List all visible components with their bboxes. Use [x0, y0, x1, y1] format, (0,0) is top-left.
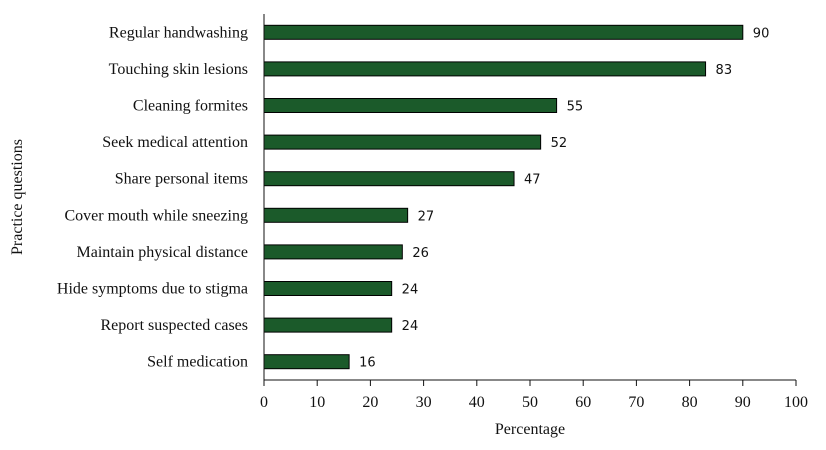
data-label: 83 — [716, 63, 733, 78]
bar — [263, 281, 393, 296]
data-label: 27 — [418, 209, 435, 224]
x-tick-label: 70 — [628, 394, 644, 411]
bar — [263, 207, 409, 223]
bar — [263, 61, 707, 77]
data-label: 24 — [402, 319, 419, 334]
x-axis-title: Percentage — [495, 421, 565, 438]
bar — [263, 354, 350, 370]
category-label: Cleaning formites — [133, 98, 248, 115]
x-tick-label: 60 — [575, 394, 591, 411]
data-label: 55 — [567, 100, 584, 115]
bar — [263, 317, 393, 333]
category-label: Regular handwashing — [109, 24, 248, 41]
bar — [263, 171, 515, 187]
x-tick-label: 0 — [260, 394, 268, 411]
category-label: Hide symptoms due to stigma — [57, 281, 248, 298]
y-axis-title: Practice questions — [9, 139, 26, 255]
bar — [263, 24, 744, 40]
category-label: Maintain physical distance — [76, 244, 248, 261]
x-tick-label: 50 — [522, 394, 538, 411]
data-label: 16 — [359, 356, 376, 371]
x-tick-label: 100 — [784, 394, 808, 411]
value-labels-group: 90 83 55 52 47 27 26 24 24 16 — [359, 26, 769, 370]
bars-group — [263, 24, 744, 370]
category-label: Seek medical attention — [102, 134, 248, 151]
x-tick-label: 10 — [309, 394, 325, 411]
data-label: 24 — [402, 283, 419, 298]
data-label: 26 — [412, 246, 429, 261]
category-label: Share personal items — [115, 171, 248, 188]
x-tick-label: 30 — [416, 394, 432, 411]
x-tick-label: 90 — [735, 394, 751, 411]
data-label: 47 — [524, 173, 541, 188]
bar — [263, 134, 542, 150]
x-ticks-group: 0 10 20 30 40 50 60 70 80 90 100 — [260, 380, 808, 411]
category-label: Touching skin lesions — [109, 61, 248, 78]
x-tick-label: 80 — [682, 394, 698, 411]
data-label: 90 — [753, 26, 770, 41]
category-label: Report suspected cases — [100, 317, 248, 334]
x-tick-label: 20 — [362, 394, 378, 411]
bar — [263, 244, 403, 260]
x-tick-label: 40 — [469, 394, 485, 411]
category-label: Self medication — [147, 354, 248, 371]
bar — [263, 98, 558, 113]
category-label: Cover mouth while sneezing — [64, 207, 248, 224]
category-labels-group: Regular handwashing Touching skin lesions… — [57, 24, 248, 370]
data-label: 52 — [551, 136, 568, 151]
